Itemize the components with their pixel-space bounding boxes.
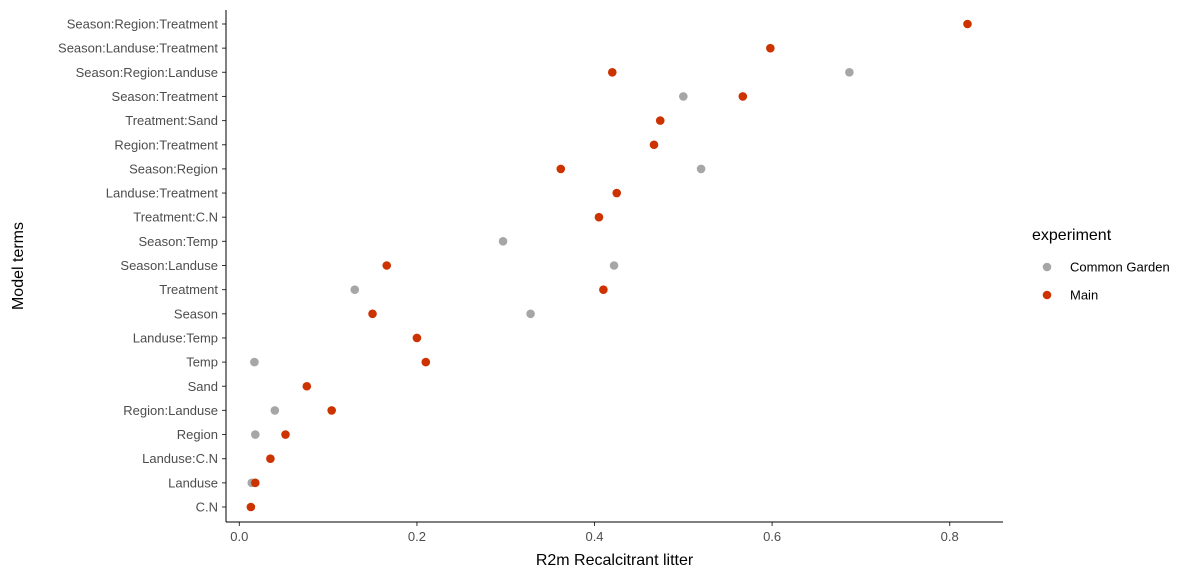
data-points — [246, 19, 972, 512]
main-point — [251, 478, 260, 488]
y-tick-label: Season:Region — [129, 161, 218, 176]
y-tick-label: Sand — [188, 379, 218, 394]
main-point — [327, 406, 336, 415]
y-tick-label: Landuse — [168, 475, 218, 490]
common-garden-point — [350, 285, 360, 294]
main-point — [556, 164, 566, 174]
y-ticks — [222, 23, 226, 508]
main-point — [421, 357, 431, 367]
main-point — [368, 309, 377, 319]
main-point — [766, 43, 775, 53]
main-point — [599, 285, 608, 294]
y-tick-label: Season — [174, 306, 218, 321]
main-point — [382, 261, 392, 270]
y-tick-label: Region:Treatment — [114, 137, 218, 152]
main-point — [612, 188, 622, 198]
main-point — [412, 333, 422, 343]
y-tick-label: Treatment:C.N — [133, 210, 218, 225]
main-point — [649, 140, 659, 150]
x-tick-label: 0.4 — [585, 529, 603, 544]
y-tick-label: C.N — [196, 500, 218, 515]
x-tick-label: 0.6 — [763, 529, 781, 544]
main-point — [655, 116, 665, 125]
y-tick-label: Temp — [186, 355, 218, 370]
x-tick-labels: 0.0 0.2 0.4 0.6 0.8 — [230, 529, 958, 544]
y-tick-label: Season:Treatment — [112, 89, 219, 104]
legend-entries: Common Garden Main — [1042, 260, 1170, 303]
y-tick-label: Season:Region:Treatment — [67, 17, 219, 32]
y-axis-title: Model terms — [10, 222, 27, 310]
y-tick-label: Landuse:C.N — [142, 451, 218, 466]
legend-label: Common Garden — [1070, 260, 1170, 275]
y-tick-label: Region — [177, 427, 218, 442]
common-garden-point — [250, 357, 259, 367]
x-tick-label: 0.8 — [941, 529, 959, 544]
common-garden-point — [526, 309, 535, 319]
main-point — [302, 381, 312, 391]
x-ticks — [238, 522, 951, 526]
x-axis-title: R2m Recalcitrant litter — [536, 552, 694, 569]
y-tick-label: Season:Temp — [139, 234, 219, 249]
y-tick-label: Treatment — [159, 282, 218, 297]
common-garden-point — [609, 261, 619, 270]
common-garden-point — [845, 68, 854, 77]
common-garden-point — [270, 406, 280, 415]
legend-key-common-garden — [1042, 262, 1052, 272]
y-tick-label: Region:Landuse — [123, 403, 218, 418]
main-point — [963, 19, 972, 29]
legend: experiment Common Garden Main — [1032, 227, 1170, 303]
y-tick-label: Treatment:Sand — [125, 113, 218, 128]
legend-key-main — [1042, 290, 1052, 300]
main-point — [281, 430, 290, 439]
common-garden-point — [679, 92, 688, 101]
main-point — [266, 454, 275, 464]
main-point — [607, 68, 617, 77]
common-garden-point — [696, 164, 706, 174]
main-point — [246, 502, 256, 512]
legend-label: Main — [1070, 288, 1098, 303]
main-point — [594, 212, 604, 222]
y-tick-label: Season:Landuse — [120, 258, 218, 273]
legend-title: experiment — [1032, 227, 1112, 244]
y-tick-label: Landuse:Treatment — [106, 186, 219, 201]
y-tick-label: Season:Region:Landuse — [76, 65, 218, 80]
y-tick-label: Season:Landuse:Treatment — [58, 41, 218, 56]
main-point — [738, 92, 748, 101]
common-garden-point — [498, 237, 508, 246]
x-tick-label: 0.2 — [408, 529, 426, 544]
common-garden-point — [251, 430, 260, 439]
x-tick-label: 0.0 — [230, 529, 248, 544]
y-tick-labels: Season:Region:Treatment Season:Landuse:Tr… — [58, 17, 218, 515]
y-tick-label: Landuse:Temp — [133, 330, 218, 345]
